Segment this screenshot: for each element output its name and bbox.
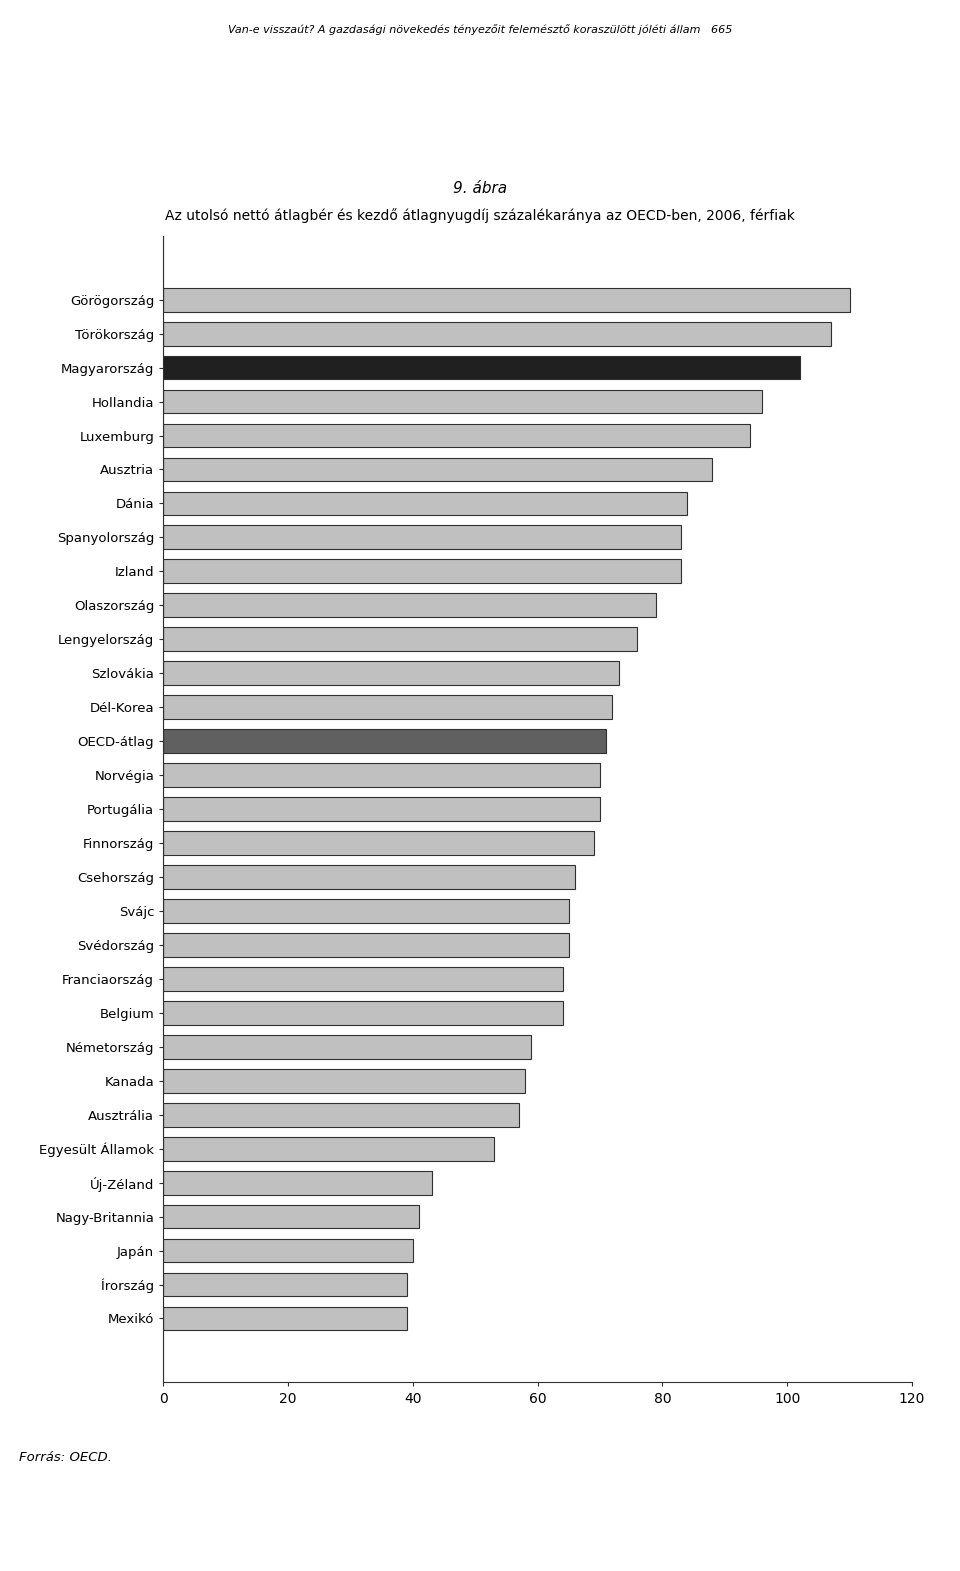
Bar [163,866,575,889]
Bar [163,1238,413,1263]
Bar [163,831,593,855]
Text: Forrás: OECD.: Forrás: OECD. [19,1452,112,1464]
Bar [163,933,568,957]
Text: Az utolsó nettó átlagbér és kezdő átlagnyugdíj százalékaránya az OECD-ben, 2006,: Az utolsó nettó átlagbér és kezdő átlagn… [165,209,795,223]
Bar [163,287,850,311]
Bar [163,1035,532,1059]
Bar [163,696,612,720]
Bar [163,322,831,346]
Bar [163,1273,407,1296]
Bar [163,1205,419,1229]
Bar [163,390,762,413]
Bar [163,729,607,753]
Bar [163,1137,494,1161]
Bar [163,661,619,685]
Bar [163,968,563,991]
Bar [163,1001,563,1024]
Bar [163,1307,407,1331]
Bar [163,764,600,787]
Bar [163,492,687,515]
Bar [163,796,600,822]
Bar [163,1068,525,1093]
Bar [163,594,657,617]
Bar [163,525,682,550]
Bar [163,457,712,481]
Text: 9. ábra: 9. ábra [453,181,507,196]
Bar [163,899,568,922]
Bar [163,627,637,650]
Bar [163,1170,431,1194]
Bar [163,559,682,583]
Text: Van-e visszaút? A gazdasági növekedés tényezőit felemésztő koraszülött jóléti ál: Van-e visszaút? A gazdasági növekedés té… [228,24,732,35]
Bar [163,1103,518,1126]
Bar [163,355,800,380]
Bar [163,424,750,448]
